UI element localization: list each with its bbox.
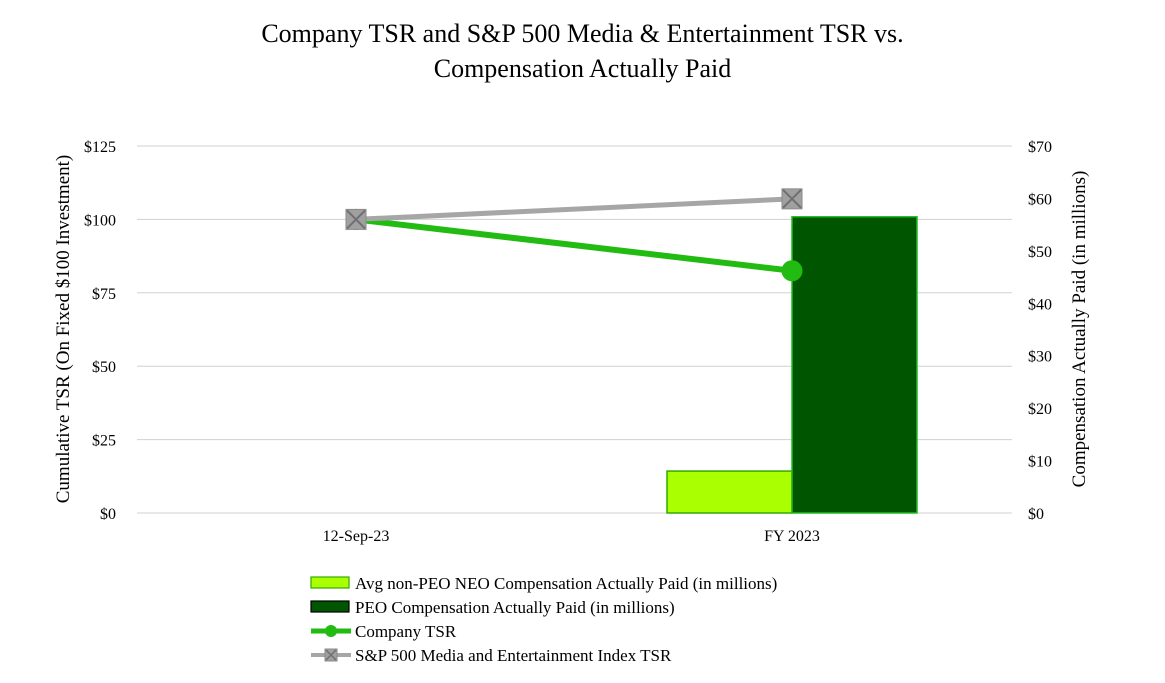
- legend-swatch: [310, 600, 350, 613]
- marker-x: [346, 209, 366, 230]
- legend-label: S&P 500 Media and Entertainment Index TS…: [355, 646, 672, 665]
- line-series: [345, 188, 803, 282]
- sp500-media-tsr-line: [355, 196, 793, 222]
- left-axis-ticks: $0 $25 $50 $75 $100 $125: [84, 139, 116, 523]
- right-tick-label: $70: [1028, 139, 1052, 156]
- bar-avg-non-peo-neo-cap: [666, 470, 793, 514]
- left-tick-label: $125: [84, 139, 116, 156]
- legend-swatch-marker: [325, 625, 337, 637]
- x-axis-ticks: 12-Sep-23 FY 2023: [323, 528, 820, 545]
- left-tick-label: $0: [100, 506, 116, 523]
- left-tick-label: $100: [84, 212, 116, 229]
- legend: Avg non-PEO NEO Compensation Actually Pa…: [310, 574, 777, 665]
- sp500-media-tsr-point: [781, 188, 803, 210]
- legend-swatch-x: [325, 649, 337, 661]
- right-tick-label: $30: [1028, 349, 1052, 366]
- right-tick-label: $0: [1028, 506, 1044, 523]
- legend-label: PEO Compensation Actually Paid (in milli…: [355, 598, 675, 617]
- bar-series: [666, 216, 918, 514]
- left-tick-label: $50: [92, 359, 116, 376]
- left-axis-label: Cumulative TSR (On Fixed $100 Investment…: [53, 155, 74, 504]
- company-tsr-line: [355, 216, 793, 274]
- legend-swatch: [310, 576, 350, 589]
- right-tick-label: $10: [1028, 454, 1052, 471]
- x-tick-label: FY 2023: [764, 528, 820, 545]
- bar-peo-cap: [791, 216, 918, 514]
- chart-title: Company TSR and S&P 500 Media & Entertai…: [0, 16, 1165, 86]
- legend-label: Company TSR: [355, 622, 457, 641]
- x-tick-label: 12-Sep-23: [323, 528, 390, 545]
- right-axis-label: Compensation Actually Paid (in millions): [1069, 171, 1090, 488]
- left-tick-label: $25: [92, 433, 116, 450]
- sp500-media-tsr-point: [345, 208, 367, 230]
- right-axis-ticks: $0 $10 $20 $30 $40 $50 $60 $70: [1028, 139, 1052, 523]
- right-tick-label: $50: [1028, 244, 1052, 261]
- right-tick-label: $40: [1028, 296, 1052, 313]
- marker-x: [782, 189, 802, 209]
- chart-title-line-1: Company TSR and S&P 500 Media & Entertai…: [261, 19, 904, 48]
- company-tsr-point: [781, 260, 803, 282]
- left-tick-label: $75: [92, 286, 116, 303]
- chart-title-line-2: Compensation Actually Paid: [433, 54, 732, 83]
- right-tick-label: $60: [1028, 191, 1052, 208]
- legend-label: Avg non-PEO NEO Compensation Actually Pa…: [355, 574, 777, 593]
- right-tick-label: $20: [1028, 401, 1052, 418]
